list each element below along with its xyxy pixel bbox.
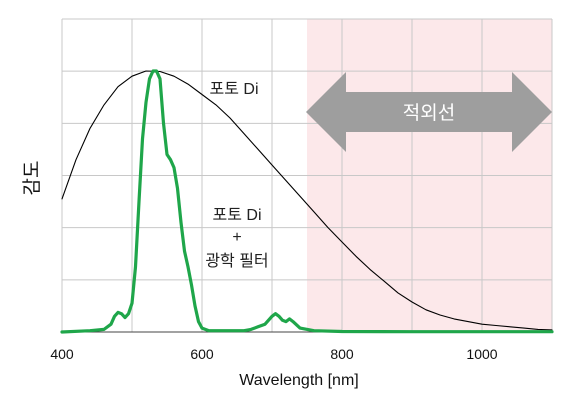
filter-label-line3: 광학 필터	[205, 252, 268, 270]
tick-layer: 400 600 800 1000	[50, 346, 497, 362]
filter-label-line2: +	[232, 229, 241, 246]
series-photo-di-line	[61, 70, 553, 331]
x-tick-label: 800	[330, 346, 354, 362]
x-tick-label: 600	[190, 346, 214, 362]
series-photo-di-filter-line	[60, 69, 554, 334]
infrared-arrow-layer: 적외선	[306, 72, 552, 152]
x-axis-label: Wavelength [nm]	[239, 372, 358, 389]
filter-label-line1: 포토 Di	[213, 207, 262, 224]
y-axis-label: 감도	[21, 161, 43, 196]
x-tick-label: 1000	[466, 346, 497, 362]
x-tick-label: 400	[50, 346, 74, 362]
photo-di-label: 포토 Di	[210, 81, 259, 98]
infrared-label: 적외선	[403, 102, 455, 124]
series-layer	[60, 69, 554, 334]
infrared-double-arrow	[306, 72, 552, 152]
